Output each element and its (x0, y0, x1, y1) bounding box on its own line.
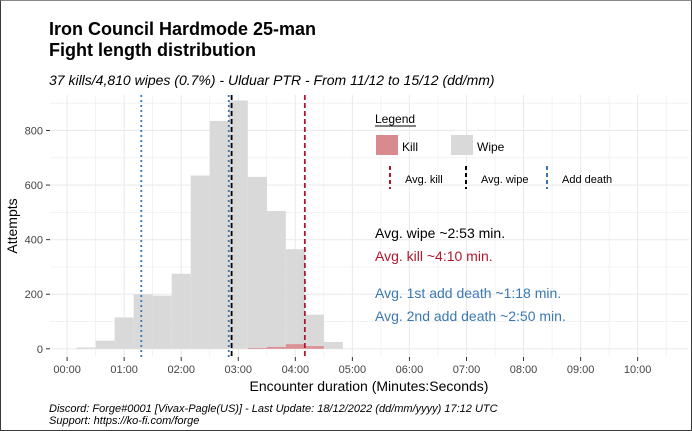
x-tick-label: 06:00 (396, 364, 424, 376)
x-tick-label: 01:00 (110, 364, 138, 376)
y-tick-label: 200 (25, 289, 43, 301)
legend-title: Legend (375, 112, 415, 126)
annotation-avg-second-add-death: Avg. 2nd add death ~2:50 min. (375, 308, 566, 324)
wipe-bar (190, 175, 210, 349)
kill-bar (266, 346, 286, 349)
wipe-bar (171, 273, 191, 349)
legend: Legend Kill Wipe Avg. kill Avg. wipe Add… (375, 112, 612, 189)
wipe-bar (152, 295, 172, 349)
y-tick-label: 400 (25, 235, 43, 247)
x-tick-label: 05:00 (339, 364, 367, 376)
x-axis-ticks: 00:00 01:00 02:00 03:00 04:00 05:00 06:00 07:00… (53, 357, 651, 376)
legend-wipe-key (451, 135, 473, 155)
wipe-bar (285, 249, 305, 349)
footer-support-link: Support: https://ko-fi.com/forge (49, 415, 200, 427)
kill-bar (247, 347, 267, 349)
legend-kill-label: Kill (402, 140, 418, 154)
histogram-bars (76, 100, 343, 349)
reference-lines (140, 95, 306, 357)
x-tick-label: 08:00 (510, 364, 538, 376)
chart-subtitle: 37 kills/4,810 wipes (0.7%) - Ulduar PTR… (49, 72, 495, 88)
wipe-bar (76, 347, 96, 349)
x-tick-label: 10:00 (624, 364, 652, 376)
wipe-bar (247, 176, 267, 349)
legend-add-death-label: Add death (562, 174, 612, 186)
annotations: Avg. wipe ~2:53 min. Avg. kill ~4:10 min… (375, 225, 566, 324)
x-tick-label: 03:00 (225, 364, 253, 376)
x-tick-label: 09:00 (567, 364, 595, 376)
y-tick-label: 600 (25, 180, 43, 192)
x-tick-label: 04:00 (282, 364, 310, 376)
y-tick-label: 0 (37, 344, 43, 356)
wipe-bar (323, 341, 343, 349)
x-tick-label: 07:00 (453, 364, 481, 376)
kill-bar (304, 346, 324, 349)
legend-wipe-label: Wipe (477, 140, 505, 154)
footer-caption: Discord: Forge#0001 [Vivax-Pagle(US)] - … (49, 403, 498, 415)
annotation-avg-first-add-death: Avg. 1st add death ~1:18 min. (375, 285, 561, 301)
x-axis-title: Encounter duration (Minutes:Seconds) (250, 378, 489, 394)
y-axis-ticks: 0 200 400 600 800 (25, 125, 50, 356)
kill-bar (285, 344, 305, 349)
wipe-bar (133, 294, 153, 349)
wipe-bar (114, 317, 134, 349)
chart-title-line-1: Iron Council Hardmode 25-man (49, 19, 317, 39)
annotation-avg-kill: Avg. kill ~4:10 min. (375, 248, 493, 264)
legend-avg-wipe-label: Avg. wipe (481, 174, 529, 186)
wipe-bar (304, 314, 324, 349)
annotation-avg-wipe: Avg. wipe ~2:53 min. (375, 225, 505, 241)
legend-avg-kill-label: Avg. kill (405, 174, 443, 186)
y-axis-title: Attempts (4, 198, 20, 253)
wipe-bar (266, 210, 286, 349)
x-tick-label: 02:00 (167, 364, 195, 376)
wipe-bar (209, 120, 229, 349)
legend-kill-key (376, 135, 398, 155)
chart-title-line-2: Fight length distribution (49, 40, 256, 60)
wipe-bar (95, 340, 115, 349)
wipe-bar (228, 100, 248, 349)
x-tick-label: 00:00 (53, 364, 81, 376)
y-tick-label: 800 (25, 125, 43, 137)
